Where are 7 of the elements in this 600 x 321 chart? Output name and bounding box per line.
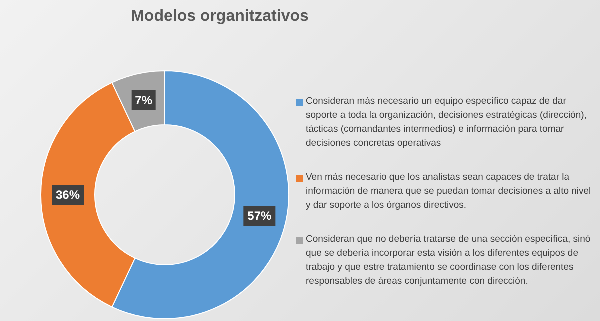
- slice-label: Consideran más necesario un equipo específico capaz de dar soporte a toda la organización, decisiones estratégicas (dirección), tácticas (comandantes intermedios) e información para tomar decisiones concretas operativas: [306, 95, 588, 151]
- legend-label: Consideran que no debería tratarse de una sección específica, sinó que se debería incorporar esta visión a los diferentes equipos de trabajo y que estre tratamiento se coordinase con los diferentes responsables de áreas conjuntamente con dirección.: [306, 233, 592, 289]
- data-label: 7%: [135, 93, 153, 108]
- legend-label: Ven más necesario que los analistas sean capaces de tratar la información de manera que se puedan tomar decisiones a alto nivel y dar soporte a los órganos directivos.: [306, 171, 592, 213]
- data-label: 57%: [248, 209, 272, 224]
- data-label: 36%: [56, 188, 80, 202]
- chart-title: Modelos organitzativos: [130, 8, 310, 26]
